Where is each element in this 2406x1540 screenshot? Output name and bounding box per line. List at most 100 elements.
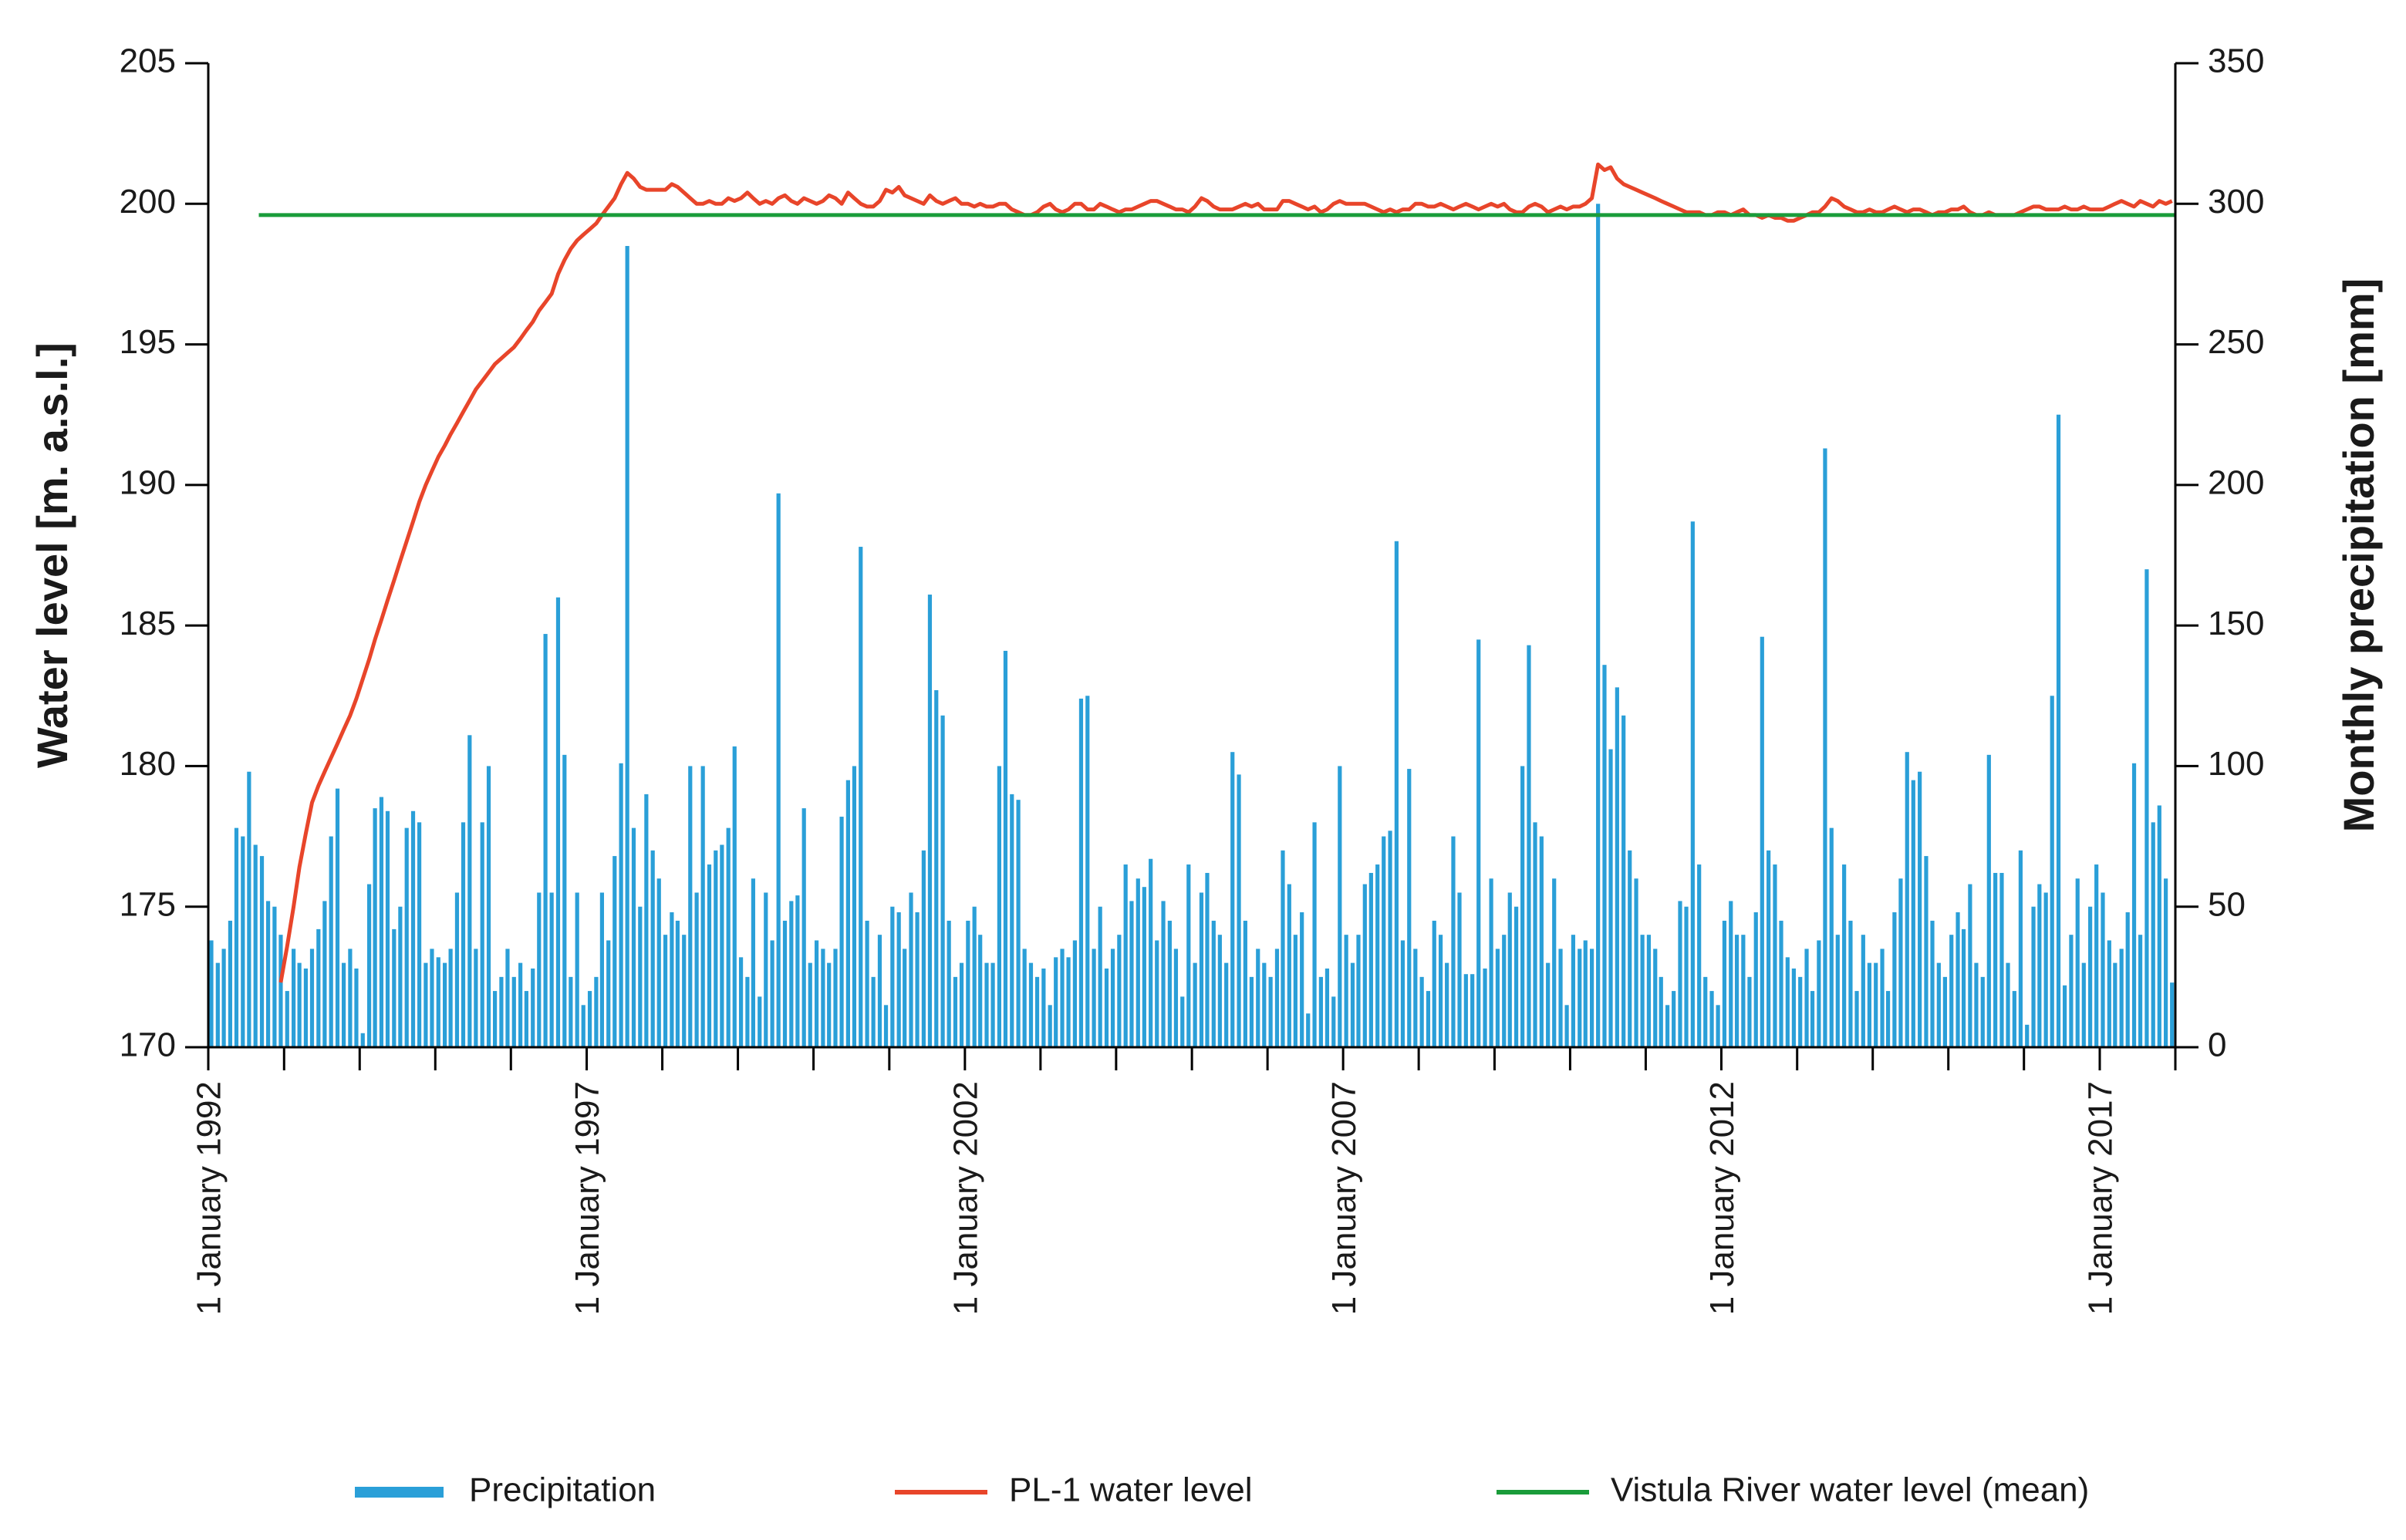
precipitation-bar — [575, 892, 579, 1047]
precipitation-bar — [1362, 884, 1367, 1047]
precipitation-bar — [1041, 968, 1046, 1047]
precipitation-bar — [1173, 949, 1179, 1047]
precipitation-bar — [1546, 962, 1551, 1047]
precipitation-bar — [1199, 892, 1204, 1047]
precipitation-bar — [410, 810, 416, 1047]
precipitation-bar — [1268, 976, 1273, 1047]
precipitation-bar — [2012, 991, 2016, 1047]
precipitation-bar — [1980, 976, 1985, 1047]
precipitation-bar — [594, 976, 599, 1047]
precipitation-bar — [379, 797, 384, 1047]
precipitation-bar — [291, 949, 296, 1047]
precipitation-bar — [316, 928, 321, 1047]
precipitation-bar — [688, 766, 693, 1047]
precipitation-bar — [1829, 827, 1834, 1047]
precipitation-bar — [1293, 935, 1297, 1047]
precipitation-bar — [373, 808, 377, 1047]
y-tick-label: 200 — [120, 183, 176, 221]
precipitation-bar — [1716, 1005, 1720, 1047]
precipitation-bar — [1338, 766, 1342, 1047]
y2-tick-label: 100 — [2208, 745, 2264, 783]
precipitation-bar — [927, 595, 933, 1047]
precipitation-bar — [1324, 968, 1330, 1047]
precipitation-bar — [1974, 962, 1979, 1047]
legend-label: Vistula River water level (mean) — [1611, 1471, 2089, 1509]
precipitation-bar — [1773, 864, 1777, 1047]
precipitation-bar — [486, 766, 491, 1047]
legend-label: PL-1 water level — [1009, 1471, 1252, 1509]
precipitation-bar — [896, 912, 901, 1047]
precipitation-bar — [2088, 906, 2093, 1047]
precipitation-bar — [921, 850, 926, 1047]
precipitation-bar — [1281, 850, 1285, 1047]
precipitation-bar — [1426, 991, 1431, 1047]
precipitation-bar — [1211, 920, 1216, 1047]
precipitation-bar — [1817, 940, 1821, 1047]
precipitation-bar — [1110, 949, 1115, 1047]
precipitation-bar — [1628, 850, 1632, 1047]
precipitation-bar — [1483, 968, 1487, 1047]
precipitation-bar — [385, 810, 390, 1047]
legend-label: Precipitation — [469, 1471, 656, 1509]
precipitation-bar — [1753, 912, 1758, 1047]
y-tick-label: 175 — [120, 885, 176, 923]
precipitation-bar — [1804, 949, 1809, 1047]
legend-swatch — [355, 1487, 444, 1498]
precipitation-bar — [1186, 864, 1191, 1047]
precipitation-bar — [1237, 774, 1241, 1047]
precipitation-bar — [1767, 850, 1771, 1047]
precipitation-bar — [531, 968, 535, 1047]
precipitation-bar — [1684, 906, 1689, 1047]
precipitation-bar — [1413, 949, 1418, 1047]
precipitation-bar — [1243, 920, 1247, 1047]
precipitation-bar — [1432, 920, 1436, 1047]
precipitation-bar — [1583, 940, 1588, 1047]
precipitation-bar — [801, 808, 806, 1047]
precipitation-bar — [1262, 962, 1267, 1047]
precipitation-bar — [859, 547, 863, 1047]
y-tick-label: 195 — [120, 323, 176, 361]
precipitation-bar — [1779, 920, 1783, 1047]
precipitation-bar — [1734, 935, 1740, 1047]
precipitation-bar — [555, 597, 561, 1047]
x-tick-label: 1 January 2012 — [1703, 1081, 1741, 1315]
precipitation-bar — [1552, 878, 1557, 1047]
y2-tick-label: 150 — [2208, 605, 2264, 642]
precipitation-bar — [2144, 569, 2149, 1047]
precipitation-bar — [1368, 872, 1373, 1047]
precipitation-bar — [599, 892, 605, 1047]
precipitation-bar — [1760, 636, 1764, 1047]
precipitation-bar — [720, 844, 724, 1047]
precipitation-bar — [1533, 822, 1537, 1047]
precipitation-bar — [1918, 771, 1922, 1047]
precipitation-bar — [392, 928, 397, 1047]
precipitation-bar — [1747, 976, 1752, 1047]
precipitation-bar — [272, 906, 277, 1047]
precipitation-bar — [398, 906, 403, 1047]
precipitation-bar — [1476, 639, 1481, 1047]
precipitation-bar — [329, 836, 333, 1047]
precipitation-bar — [511, 976, 516, 1047]
precipitation-bar — [903, 949, 907, 1047]
precipitation-bar — [670, 912, 674, 1047]
precipitation-bar — [2081, 962, 2086, 1047]
y-tick-label: 205 — [120, 42, 176, 80]
precipitation-bar — [1961, 928, 1966, 1047]
precipitation-bar — [1312, 822, 1317, 1047]
precipitation-bar — [297, 962, 302, 1047]
precipitation-bar — [612, 856, 617, 1047]
precipitation-bar — [2031, 906, 2036, 1047]
precipitation-bar — [808, 962, 812, 1047]
precipitation-bar — [1791, 968, 1796, 1047]
precipitation-bar — [1936, 962, 1941, 1047]
precipitation-bar — [776, 493, 781, 1047]
precipitation-bar — [953, 976, 958, 1047]
precipitation-bar — [972, 906, 977, 1047]
precipitation-bar — [1741, 935, 1746, 1047]
precipitation-bar — [2056, 414, 2061, 1047]
precipitation-bar — [997, 766, 1001, 1047]
precipitation-bar — [638, 906, 643, 1047]
precipitation-bar — [1382, 836, 1386, 1047]
precipitation-bar — [2025, 1024, 2030, 1047]
precipitation-bar — [745, 976, 750, 1047]
